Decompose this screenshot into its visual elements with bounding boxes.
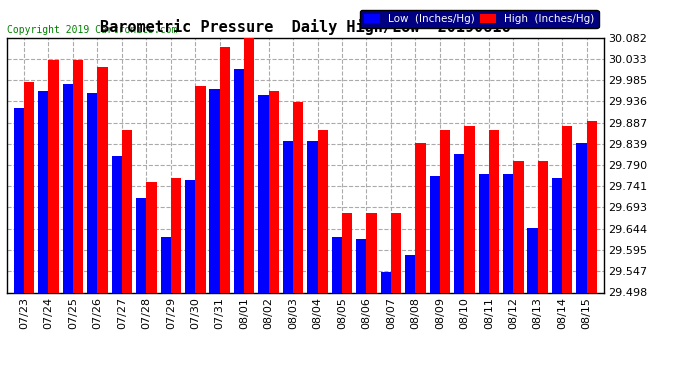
Bar — [307, 141, 317, 292]
Bar — [244, 38, 255, 292]
Bar — [405, 255, 415, 292]
Bar — [136, 198, 146, 292]
Bar — [454, 154, 464, 292]
Bar — [210, 88, 219, 292]
Bar — [440, 130, 450, 292]
Bar — [112, 156, 122, 292]
Bar — [14, 108, 24, 292]
Bar — [381, 272, 391, 292]
Bar — [24, 82, 34, 292]
Bar — [63, 84, 73, 292]
Bar — [122, 130, 132, 292]
Bar — [185, 180, 195, 292]
Bar — [38, 91, 48, 292]
Bar — [430, 176, 440, 292]
Bar — [332, 237, 342, 292]
Bar — [552, 178, 562, 292]
Bar — [48, 60, 59, 292]
Bar — [366, 213, 377, 292]
Bar — [268, 91, 279, 292]
Legend: Low  (Inches/Hg), High  (Inches/Hg): Low (Inches/Hg), High (Inches/Hg) — [360, 9, 598, 28]
Bar — [342, 213, 353, 292]
Bar — [219, 47, 230, 292]
Bar — [161, 237, 171, 292]
Bar — [391, 213, 401, 292]
Bar — [356, 239, 366, 292]
Bar — [489, 130, 499, 292]
Bar — [195, 86, 206, 292]
Title: Barometric Pressure  Daily High/Low  20190816: Barometric Pressure Daily High/Low 20190… — [100, 19, 511, 35]
Bar — [293, 102, 304, 292]
Text: Copyright 2019 Cartronics.com: Copyright 2019 Cartronics.com — [7, 25, 177, 35]
Bar — [171, 178, 181, 292]
Bar — [503, 174, 513, 292]
Bar — [87, 93, 97, 292]
Bar — [513, 160, 524, 292]
Bar — [97, 67, 108, 292]
Bar — [538, 160, 548, 292]
Bar — [258, 95, 268, 292]
Bar — [283, 141, 293, 292]
Bar — [478, 174, 489, 292]
Bar — [146, 183, 157, 292]
Bar — [586, 122, 597, 292]
Bar — [464, 126, 475, 292]
Bar — [317, 130, 328, 292]
Bar — [73, 60, 83, 292]
Bar — [415, 143, 426, 292]
Bar — [527, 228, 538, 292]
Bar — [234, 69, 244, 292]
Bar — [562, 126, 573, 292]
Bar — [576, 143, 586, 292]
